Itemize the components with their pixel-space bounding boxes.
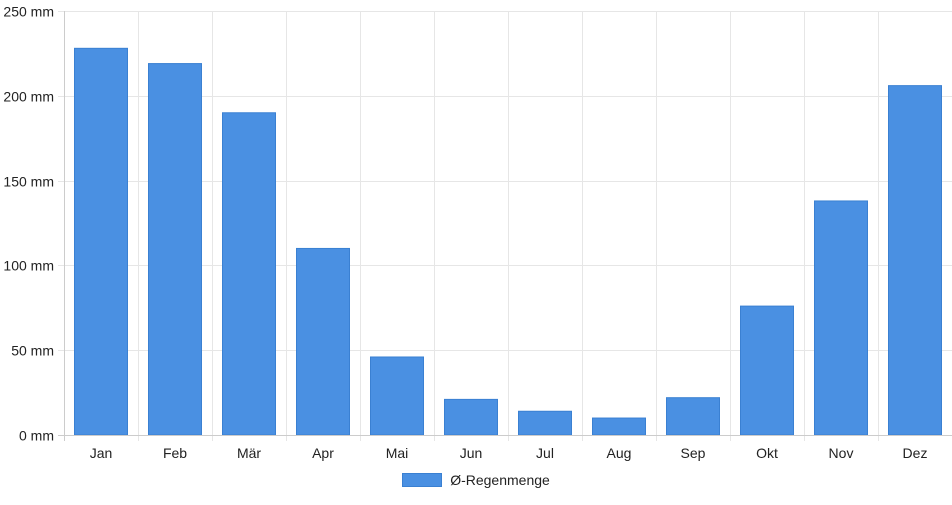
x-tick-label: Dez: [903, 445, 928, 461]
x-tick-label: Mai: [386, 445, 409, 461]
legend-label: Ø-Regenmenge: [450, 472, 550, 488]
grid-layer: [58, 11, 952, 441]
x-tick-labels: Jan Feb Mär Apr Mai Jun Jul Aug Sep Okt Nov Dez: [90, 445, 928, 461]
y-tick-label: 100 mm: [3, 258, 54, 274]
y-tick-label: 250 mm: [3, 4, 54, 20]
x-tick-label: Aug: [607, 445, 632, 461]
y-tick-label: 50 mm: [11, 343, 54, 359]
legend[interactable]: Ø-Regenmenge: [0, 472, 952, 488]
bar-Apr[interactable]: [296, 247, 350, 436]
y-tick-label: 0 mm: [19, 428, 54, 444]
y-tick-label: 200 mm: [3, 89, 54, 105]
x-tick-label: Mär: [237, 445, 261, 461]
bar-Jul[interactable]: [518, 410, 572, 436]
bar-Mär[interactable]: [222, 112, 276, 436]
x-tick-label: Sep: [681, 445, 706, 461]
x-tick-label: Okt: [756, 445, 778, 461]
bar-Okt[interactable]: [740, 305, 794, 436]
x-tick-label: Jun: [460, 445, 483, 461]
y-tick-labels: 0 mm 50 mm 100 mm 150 mm 200 mm 250 mm: [3, 4, 54, 444]
bar-Nov[interactable]: [814, 200, 868, 436]
y-tick-label: 150 mm: [3, 174, 54, 190]
bar-Jan[interactable]: [74, 47, 128, 436]
x-tick-label: Nov: [829, 445, 854, 461]
bar-Aug[interactable]: [592, 417, 646, 436]
x-tick-label: Jan: [90, 445, 113, 461]
x-tick-label: Apr: [312, 445, 334, 461]
x-tick-label: Jul: [536, 445, 554, 461]
bar-Jun[interactable]: [444, 398, 498, 436]
bar-Feb[interactable]: [148, 63, 202, 436]
legend-swatch: [402, 473, 443, 487]
bar-Dez[interactable]: [888, 85, 942, 436]
bar-Sep[interactable]: [666, 397, 720, 436]
bars-layer: [74, 47, 942, 436]
bar-Mai[interactable]: [370, 356, 424, 436]
x-tick-label: Feb: [163, 445, 187, 461]
